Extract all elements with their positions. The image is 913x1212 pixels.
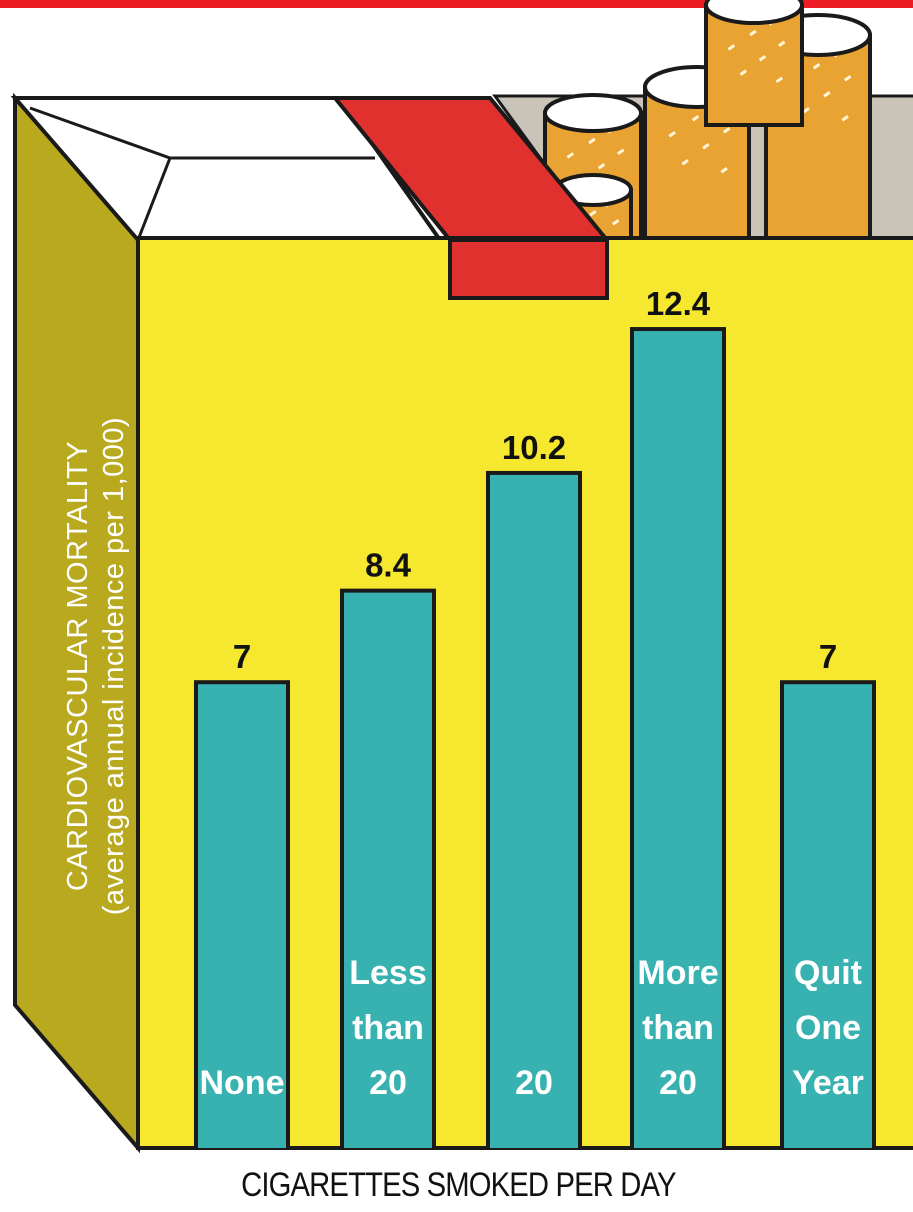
bar-value-label-5: 7 <box>819 638 837 675</box>
category-label-2-line-2: than <box>352 1009 424 1047</box>
bar-4 <box>630 327 726 1148</box>
bar-value-label-3: 10.2 <box>502 429 566 466</box>
x-axis-label: CIGARETTES SMOKED PER DAY <box>241 1166 676 1204</box>
bar-series <box>194 327 876 1148</box>
category-label-2-line-3: 20 <box>369 1064 407 1102</box>
y-axis-label-line-1: CARDIOVASCULAR MORTALITY <box>62 440 94 892</box>
bar-5 <box>780 680 876 1148</box>
category-label-5-line-3: Year <box>792 1064 864 1102</box>
bar-labels: 7 None 8.4 Less than 20 10.2 20 12.4 More than 20 7 Q… <box>200 285 864 1102</box>
bar-value-label-4: 12.4 <box>646 285 711 322</box>
bar-value-label-2: 8.4 <box>365 547 412 584</box>
category-label-4-line-1: More <box>637 954 718 992</box>
category-label-5-line-2: One <box>795 1009 861 1047</box>
bar-3 <box>486 470 582 1148</box>
cigarette-5 <box>704 0 804 127</box>
pack-lid-crease <box>136 157 172 241</box>
y-axis-label: CARDIOVASCULAR MORTALITY (average annual… <box>60 286 132 1046</box>
y-axis-label-anchor: CARDIOVASCULAR MORTALITY (average annual… <box>62 417 130 915</box>
category-label-5-line-1: Quit <box>794 954 862 992</box>
category-label-2-line-1: Less <box>349 954 427 992</box>
y-axis-label-line-2: (average annual incidence per 1,000) <box>98 416 130 916</box>
bar-1 <box>194 680 290 1148</box>
tear-strip-front <box>448 238 609 300</box>
category-label-4-line-3: 20 <box>659 1064 697 1102</box>
category-label-3-line-1: 20 <box>515 1064 553 1102</box>
bar-value-label-1: 7 <box>233 638 251 675</box>
top-red-band <box>0 0 913 8</box>
category-label-1-line-1: None <box>200 1064 285 1102</box>
category-label-4-line-2: than <box>642 1009 714 1047</box>
bar-2 <box>340 588 436 1148</box>
